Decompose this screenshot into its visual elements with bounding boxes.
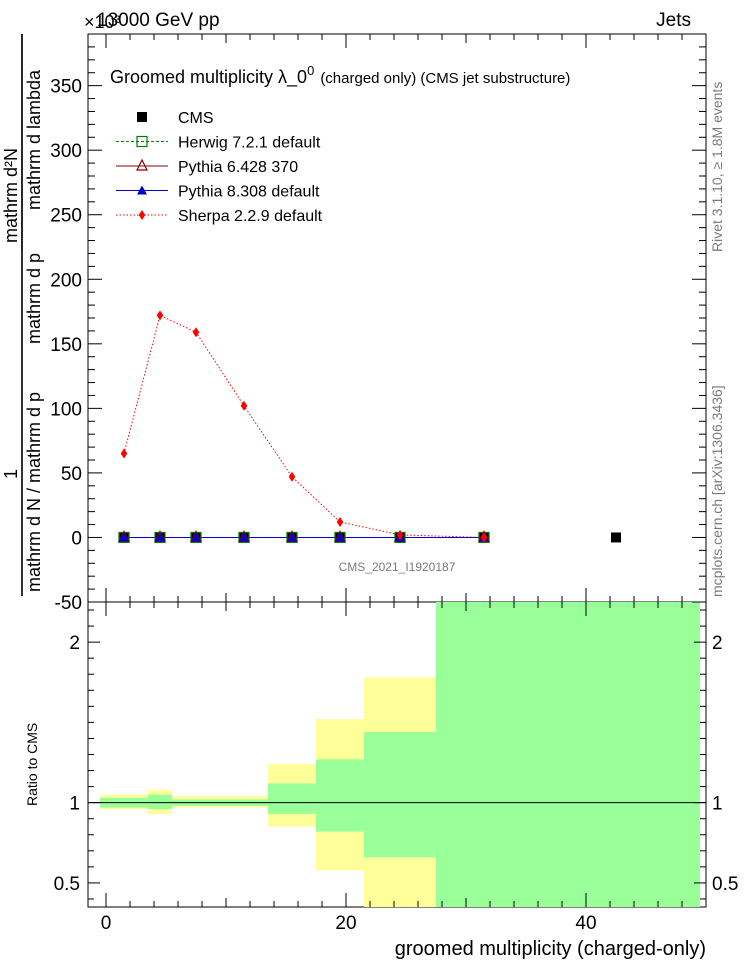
legend-label-2: Pythia 6.428 370 [178, 159, 298, 176]
series-4-point-4 [288, 471, 296, 482]
ytick-label-8: 350 [50, 77, 82, 98]
plot-title: Groomed multiplicity λ_00 (charged only) … [110, 63, 570, 88]
rivet-version-label: Rivet 3.1.10, ≥ 1.8M events [709, 82, 725, 252]
legend-label-4: Sherpa 2.2.9 default [178, 208, 323, 225]
y-scale-exponent: ×10³ [84, 12, 121, 32]
ratio-ytick-label-left-2: 2 [69, 633, 80, 654]
series-markers [118, 310, 621, 544]
series-3-point-5 [335, 532, 345, 542]
series-3-point-1 [155, 532, 165, 542]
series-4-point-6 [396, 529, 404, 540]
xtick-label-1: 20 [335, 913, 356, 934]
ytick-label-1: 0 [71, 528, 82, 549]
series-4-point-0 [120, 448, 128, 459]
plot-title-sup: 0 [307, 63, 314, 78]
xtick-label-2: 40 [575, 913, 596, 934]
ytick-label-5: 200 [50, 270, 82, 291]
series-4-point-1 [156, 310, 164, 321]
ratio-axes: 0.5 0.51 12 20 20 40 [54, 34, 738, 934]
ratio-ytick-label-right-0: 0.5 [712, 874, 738, 895]
plot-title-tail: (charged only) (CMS jet substructure) [320, 70, 570, 87]
ratio-band-green-1 [148, 794, 172, 810]
ytick-label-7: 300 [50, 141, 82, 162]
series-3-point-0 [119, 532, 129, 542]
ratio-ytick-label-left-1: 1 [69, 794, 80, 815]
y-title-numerator-one: 1 [1, 469, 21, 479]
series-4-point-5 [336, 516, 344, 527]
ratio-band-green-6 [364, 732, 436, 858]
series-4-point-3 [240, 400, 248, 411]
legend-marker-4 [138, 210, 146, 220]
y-title-inner-dp: mathrm d p [24, 253, 44, 344]
main-y-axis-title: 1 mathrm d N / mathrm d p mathrm d²N mat… [1, 34, 44, 596]
series-lines [123, 314, 485, 538]
analysis-watermark: CMS_2021_I1920187 [339, 560, 456, 574]
plot-title-main: Groomed multiplicity λ_0 [110, 67, 307, 88]
series-line-4 [123, 314, 485, 538]
legend-label-1: Herwig 7.2.1 default [178, 135, 321, 152]
ytick-label-3: 100 [50, 399, 82, 420]
ratio-ytick-label-right-1: 1 [712, 794, 723, 815]
legend-marker-1 [136, 135, 148, 148]
legend-marker-3 [137, 185, 147, 195]
ratio-band-green-4 [268, 783, 316, 814]
series-0-point-8 [611, 532, 621, 543]
ratio-band-green-7 [436, 602, 700, 907]
legend-marker-2 [136, 158, 148, 171]
ytick-label-2: 50 [61, 464, 82, 485]
ratio-band-green-5 [316, 759, 364, 832]
series-3-point-2 [191, 532, 201, 542]
ytick-label-6: 250 [50, 206, 82, 227]
ytick-label-0: -50 [55, 593, 82, 614]
ytick-label-4: 150 [50, 335, 82, 356]
legend-marker-0 [137, 112, 147, 122]
collision-energy-label: 13000 GeV pp [97, 10, 220, 31]
legend-label-0: CMS [178, 110, 214, 127]
y-title-numerator-d2n: mathrm d²N [1, 148, 21, 243]
x-axis-title: groomed multiplicity (charged-only) [395, 938, 706, 960]
ratio-uncertainty-bands [100, 602, 700, 907]
series-4-point-7 [480, 532, 488, 543]
ratio-ytick-label-left-0: 0.5 [54, 874, 80, 895]
ratio-y-axis-title: Ratio to CMS [24, 723, 40, 806]
y-title-denominator: mathrm d N / mathrm d p [24, 392, 44, 592]
process-label: Jets [656, 10, 691, 31]
series-3-point-4 [287, 532, 297, 542]
series-4-point-2 [192, 327, 200, 338]
legend-label-3: Pythia 8.308 default [178, 184, 320, 201]
xtick-label-0: 0 [101, 913, 112, 934]
main-axes: -50 0 50 100 150 200 250 300 350 [50, 46, 706, 614]
ratio-ytick-label-right-2: 2 [712, 633, 723, 654]
legend: CMS Herwig 7.2.1 default Pythia 6.428 370 P… [116, 110, 323, 225]
mcplots-reference-label: mcplots.cern.ch [arXiv:1306.3436] [709, 385, 725, 597]
y-title-inner-dlambda: mathrm d lambda [24, 69, 44, 210]
series-3-point-3 [239, 532, 249, 542]
